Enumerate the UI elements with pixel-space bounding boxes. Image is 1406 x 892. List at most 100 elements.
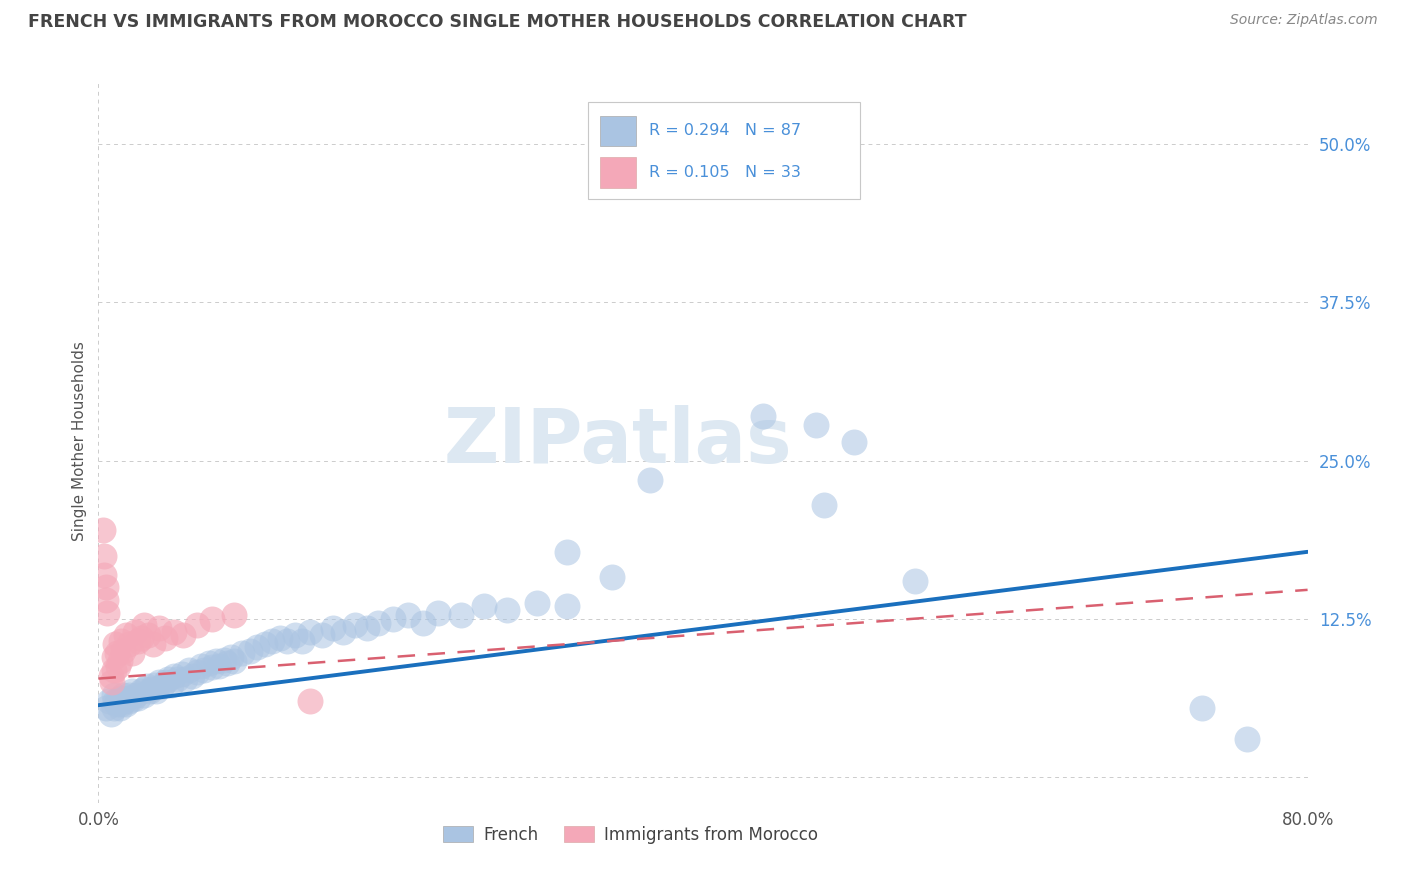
Point: [129, 631, 152, 645]
Point: [94, 593, 117, 607]
Point: [91, 523, 114, 537]
Bar: [600, 158, 637, 188]
Point: [224, 608, 246, 623]
Point: [103, 663, 125, 677]
Point: [98, 694, 121, 708]
Point: [132, 688, 155, 702]
Point: [141, 681, 163, 696]
Point: [107, 659, 129, 673]
Point: [105, 646, 128, 660]
Point: [1191, 700, 1213, 714]
Point: [1236, 732, 1258, 747]
Point: [148, 675, 170, 690]
Point: [396, 608, 419, 623]
Point: [212, 652, 235, 666]
Point: [153, 675, 176, 690]
Text: ZIPatlas: ZIPatlas: [444, 405, 793, 478]
Point: [105, 697, 128, 711]
Point: [186, 618, 208, 632]
Point: [172, 628, 194, 642]
Point: [132, 618, 155, 632]
Point: [367, 615, 389, 630]
Point: [143, 678, 166, 692]
Point: [205, 654, 228, 668]
Point: [132, 681, 155, 696]
Point: [100, 707, 122, 722]
Point: [129, 684, 152, 698]
Point: [111, 643, 134, 657]
Point: [201, 612, 224, 626]
Point: [136, 628, 159, 642]
Text: Source: ZipAtlas.com: Source: ZipAtlas.com: [1230, 13, 1378, 28]
Point: [450, 608, 472, 623]
Point: [190, 659, 212, 673]
Point: [142, 637, 165, 651]
Point: [555, 599, 578, 614]
Point: [96, 606, 118, 620]
Point: [555, 545, 578, 559]
Point: [170, 666, 193, 681]
Point: [108, 700, 131, 714]
Legend: French, Immigrants from Morocco: French, Immigrants from Morocco: [439, 821, 823, 848]
Point: [669, 161, 692, 176]
FancyBboxPatch shape: [588, 102, 860, 200]
Point: [115, 690, 138, 705]
Point: [904, 574, 927, 588]
Point: [110, 697, 132, 711]
Point: [104, 694, 127, 708]
Point: [412, 615, 434, 630]
Point: [284, 628, 307, 642]
Point: [135, 679, 157, 693]
Point: [114, 628, 136, 642]
Point: [602, 570, 624, 584]
Point: [179, 663, 201, 677]
Point: [163, 669, 186, 683]
Point: [118, 688, 141, 702]
Point: [806, 418, 828, 433]
Point: [108, 654, 131, 668]
Point: [311, 628, 333, 642]
Point: [122, 691, 145, 706]
Point: [208, 659, 231, 673]
Point: [495, 603, 517, 617]
Point: [127, 633, 149, 648]
Point: [221, 650, 243, 665]
Text: R = 0.105   N = 33: R = 0.105 N = 33: [648, 165, 800, 180]
Point: [472, 599, 495, 614]
Point: [150, 679, 173, 693]
Point: [322, 621, 344, 635]
Point: [231, 646, 253, 660]
Point: [107, 691, 129, 706]
Point: [173, 672, 195, 686]
Point: [145, 684, 167, 698]
Point: [104, 637, 127, 651]
Point: [299, 624, 322, 639]
Point: [163, 624, 186, 639]
Point: [127, 690, 149, 705]
Point: [215, 657, 238, 671]
Point: [93, 549, 115, 563]
Point: [124, 624, 146, 639]
Point: [112, 694, 135, 708]
Point: [111, 688, 134, 702]
Point: [103, 650, 125, 665]
Point: [382, 612, 405, 626]
Point: [103, 700, 125, 714]
Point: [813, 498, 835, 512]
Point: [121, 684, 143, 698]
Point: [181, 669, 204, 683]
Point: [121, 646, 143, 660]
Point: [197, 657, 219, 671]
Point: [186, 665, 208, 680]
Point: [166, 672, 188, 686]
Point: [114, 697, 136, 711]
Text: FRENCH VS IMMIGRANTS FROM MOROCCO SINGLE MOTHER HOUSEHOLDS CORRELATION CHART: FRENCH VS IMMIGRANTS FROM MOROCCO SINGLE…: [28, 13, 967, 31]
Point: [299, 694, 322, 708]
Point: [118, 637, 141, 651]
Point: [269, 631, 291, 645]
Point: [262, 633, 284, 648]
Bar: [600, 115, 637, 146]
Point: [638, 473, 661, 487]
Point: [291, 633, 314, 648]
Point: [752, 409, 775, 424]
